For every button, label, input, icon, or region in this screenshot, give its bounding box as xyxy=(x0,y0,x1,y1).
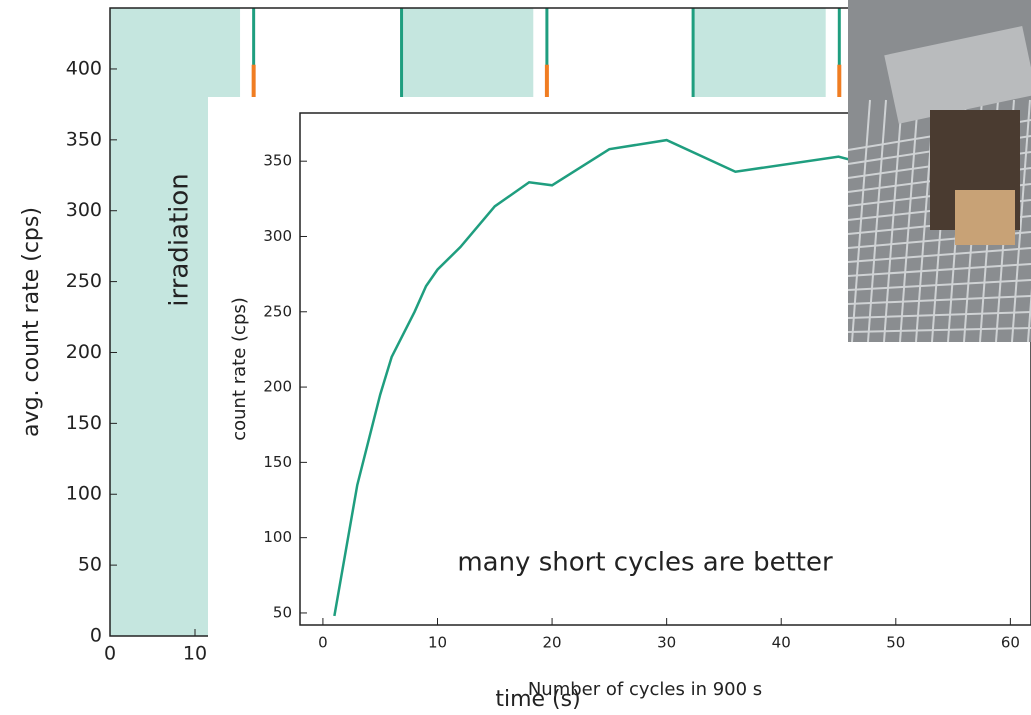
x-tick-label: 10 xyxy=(183,643,207,665)
x-tick-label: 10 xyxy=(428,634,447,652)
photo-grate xyxy=(1011,99,1031,343)
x-axis-label: Number of cycles in 900 s xyxy=(528,679,762,700)
x-tick-label: 30 xyxy=(657,634,676,652)
x-tick-label: 20 xyxy=(543,634,562,652)
photo-grate xyxy=(847,311,1031,319)
y-tick-label: 300 xyxy=(66,199,102,221)
y-tick-label: 50 xyxy=(78,554,102,576)
y-tick-label: 50 xyxy=(273,603,292,621)
y-axis-label: avg. count rate (cps) xyxy=(19,207,44,437)
y-tick-label: 100 xyxy=(263,528,292,546)
annotation: irradiation xyxy=(165,173,195,307)
photo-wood xyxy=(955,190,1015,245)
y-tick-label: 350 xyxy=(66,128,102,150)
photo-grate xyxy=(847,295,1031,305)
photo xyxy=(847,0,1031,343)
photo-grate xyxy=(847,247,1031,263)
photo-grate xyxy=(847,263,1031,277)
y-tick-label: 200 xyxy=(263,378,292,396)
photo-grate xyxy=(851,99,871,343)
y-tick-label: 300 xyxy=(263,227,292,245)
y-tick-label: 100 xyxy=(66,483,102,505)
y-tick-label: 250 xyxy=(66,270,102,292)
y-axis-label: count rate (cps) xyxy=(229,297,250,441)
y-tick-label: 400 xyxy=(66,57,102,79)
y-tick-label: 150 xyxy=(263,453,292,471)
x-axis-label: time (s) xyxy=(495,687,580,712)
x-tick-label: 0 xyxy=(104,643,116,665)
photo-grate xyxy=(883,99,903,343)
photo-cylinder xyxy=(884,26,1031,124)
photo-grate xyxy=(847,327,1031,333)
data-line xyxy=(333,138,862,617)
photo-grate xyxy=(899,99,919,343)
annotation: many short cycles are better xyxy=(457,548,833,578)
y-tick-label: 350 xyxy=(263,152,292,170)
axes-frame xyxy=(299,112,1031,626)
photo-grate xyxy=(867,99,887,343)
y-tick-label: 0 xyxy=(90,625,102,647)
y-tick-label: 250 xyxy=(263,302,292,320)
y-tick-label: 150 xyxy=(66,412,102,434)
x-tick-label: 50 xyxy=(886,634,905,652)
y-tick-label: 200 xyxy=(66,341,102,363)
x-tick-label: 60 xyxy=(1001,634,1020,652)
x-tick-label: 0 xyxy=(318,634,328,652)
x-tick-label: 40 xyxy=(772,634,791,652)
